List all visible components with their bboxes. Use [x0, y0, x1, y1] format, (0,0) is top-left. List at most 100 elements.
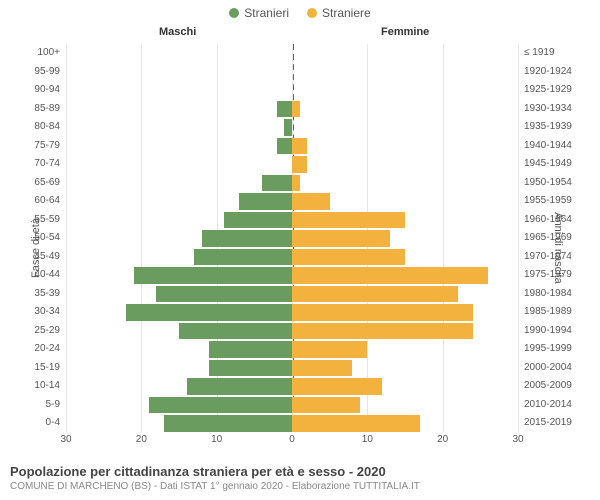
- y-label-birth: 1995-1999: [524, 344, 572, 354]
- y-label-birth: 1925-1929: [524, 85, 572, 95]
- y-label-birth: 1955-1959: [524, 196, 572, 206]
- legend: Stranieri Straniere: [0, 0, 600, 26]
- y-label-age: 50-54: [0, 233, 60, 243]
- y-label-birth: 1920-1924: [524, 67, 572, 77]
- x-tick: 20: [437, 434, 448, 445]
- x-tick: 30: [60, 434, 71, 445]
- header-male: Maschi: [159, 26, 196, 38]
- bar-female: [292, 193, 330, 210]
- legend-swatch-male: [229, 8, 239, 18]
- pyramid-row: [66, 81, 518, 100]
- pyramid-row: [66, 211, 518, 230]
- pyramid-row: [66, 377, 518, 396]
- bar-male: [179, 323, 292, 340]
- legend-swatch-female: [307, 8, 317, 18]
- y-label-birth: 2015-2019: [524, 418, 572, 428]
- y-label-age: 70-74: [0, 159, 60, 169]
- bar-male: [277, 101, 292, 118]
- y-label-age: 5-9: [0, 400, 60, 410]
- bar-male: [224, 212, 292, 229]
- y-label-birth: 1965-1969: [524, 233, 572, 243]
- y-label-age: 100+: [0, 48, 60, 58]
- bar-male: [209, 341, 292, 358]
- y-label-birth: 1985-1989: [524, 307, 572, 317]
- y-label-birth: 1980-1984: [524, 289, 572, 299]
- y-label-birth: 1950-1954: [524, 178, 572, 188]
- pyramid-row: [66, 248, 518, 267]
- bar-female: [292, 415, 420, 432]
- pyramid-row: [66, 396, 518, 415]
- x-tick: 30: [512, 434, 523, 445]
- pyramid-row: [66, 340, 518, 359]
- pyramid-row: [66, 359, 518, 378]
- bar-male: [194, 249, 292, 266]
- y-label-age: 25-29: [0, 326, 60, 336]
- header-female: Femmine: [381, 26, 429, 38]
- bar-female: [292, 341, 367, 358]
- pyramid-row: [66, 155, 518, 174]
- legend-item-male: Stranieri: [229, 6, 289, 20]
- bar-female: [292, 212, 405, 229]
- pyramid-row: [66, 414, 518, 433]
- y-label-age: 30-34: [0, 307, 60, 317]
- pyramid-row: [66, 174, 518, 193]
- x-tick: 20: [136, 434, 147, 445]
- plot-area: [66, 44, 518, 432]
- bar-female: [292, 230, 390, 247]
- bar-female: [292, 360, 352, 377]
- bar-male: [134, 267, 292, 284]
- bar-male: [187, 378, 292, 395]
- pyramid-row: [66, 63, 518, 82]
- bar-male: [209, 360, 292, 377]
- pyramid-row: [66, 100, 518, 119]
- y-label-age: 85-89: [0, 104, 60, 114]
- x-tick: 10: [362, 434, 373, 445]
- bar-female: [292, 378, 382, 395]
- y-label-age: 20-24: [0, 344, 60, 354]
- column-headers: Maschi Femmine: [0, 26, 600, 44]
- y-label-age: 90-94: [0, 85, 60, 95]
- legend-label-female: Straniere: [322, 6, 371, 20]
- bar-male: [164, 415, 292, 432]
- gridline: [518, 44, 519, 432]
- y-label-birth: 1935-1939: [524, 122, 572, 132]
- bar-female: [292, 175, 300, 192]
- x-tick: 0: [289, 434, 295, 445]
- y-label-age: 10-14: [0, 381, 60, 391]
- population-pyramid: Fasce di età Anni di nascita 30201001020…: [0, 44, 600, 452]
- y-label-age: 40-44: [0, 270, 60, 280]
- pyramid-row: [66, 322, 518, 341]
- bar-male: [239, 193, 292, 210]
- y-label-birth: 1960-1964: [524, 215, 572, 225]
- x-axis: 3020100102030: [66, 432, 518, 448]
- y-label-age: 95-99: [0, 67, 60, 77]
- bar-female: [292, 304, 473, 321]
- bar-female: [292, 101, 300, 118]
- bar-male: [284, 119, 292, 136]
- pyramid-row: [66, 137, 518, 156]
- chart-footer: Popolazione per cittadinanza straniera p…: [10, 464, 590, 492]
- bar-female: [292, 267, 488, 284]
- legend-label-male: Stranieri: [244, 6, 289, 20]
- y-label-birth: 1930-1934: [524, 104, 572, 114]
- pyramid-row: [66, 266, 518, 285]
- bar-male: [126, 304, 292, 321]
- legend-item-female: Straniere: [307, 6, 371, 20]
- y-label-birth: 1940-1944: [524, 141, 572, 151]
- y-label-age: 35-39: [0, 289, 60, 299]
- y-label-age: 60-64: [0, 196, 60, 206]
- pyramid-row: [66, 285, 518, 304]
- y-label-age: 45-49: [0, 252, 60, 262]
- bar-male: [156, 286, 292, 303]
- y-label-birth: 1975-1979: [524, 270, 572, 280]
- bar-female: [292, 286, 458, 303]
- chart-subtitle: COMUNE DI MARCHENO (BS) - Dati ISTAT 1° …: [10, 481, 590, 492]
- y-label-age: 0-4: [0, 418, 60, 428]
- y-label-birth: 1990-1994: [524, 326, 572, 336]
- y-label-age: 65-69: [0, 178, 60, 188]
- bar-female: [292, 249, 405, 266]
- bar-male: [277, 138, 292, 155]
- bar-female: [292, 323, 473, 340]
- bar-male: [262, 175, 292, 192]
- y-label-age: 55-59: [0, 215, 60, 225]
